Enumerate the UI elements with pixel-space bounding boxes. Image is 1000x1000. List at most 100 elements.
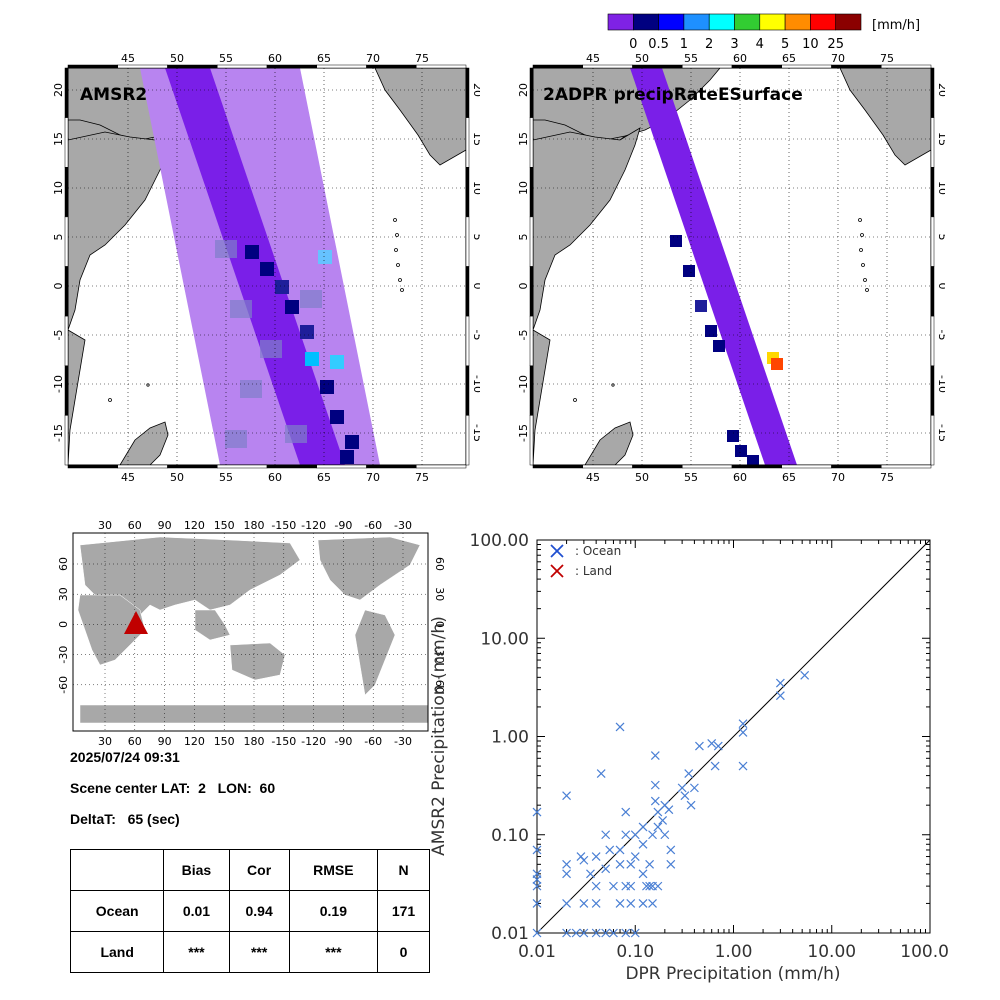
lon-tick-label: 55 (684, 471, 698, 484)
colorbar-swatch (810, 13, 836, 31)
scatter-point (621, 807, 631, 817)
scatter-point (680, 791, 690, 801)
lon-tick-label: 60 (733, 52, 747, 65)
rain-cell (345, 435, 359, 449)
scatter-point (653, 822, 663, 832)
scatter-point (621, 830, 631, 840)
scatter-point (615, 859, 625, 869)
stats-cell: Ocean (69, 890, 165, 932)
scatter-point (638, 822, 648, 832)
lon-tick-label: 55 (219, 52, 233, 65)
colorbar-swatch (784, 13, 811, 31)
colorbar-unit: [mm/h] (872, 18, 920, 33)
rain-cell (330, 355, 344, 369)
x-tick-label: 1.00 (715, 942, 753, 962)
world-lon-tick-label: 150 (214, 519, 235, 532)
lon-tick-label: 75 (415, 471, 429, 484)
rain-cell (305, 352, 319, 366)
rain-cell (330, 410, 344, 424)
somalia-land (533, 127, 641, 331)
one-to-one-line (536, 539, 931, 934)
dpr-title: 2ADPR precipRateESurface (543, 85, 803, 105)
colorbar-tick-label: 0 (629, 37, 637, 52)
world-lon-tick-label: -120 (301, 735, 326, 745)
lat-tick-label: 10 (471, 181, 480, 195)
scatter-point (601, 864, 611, 874)
scatter-point (689, 783, 699, 793)
stats-cell: 171 (377, 890, 430, 932)
scatter-point (775, 691, 785, 701)
scatter-point (660, 830, 670, 840)
y-tick-label: 1.00 (491, 728, 529, 748)
east-africa-land (533, 329, 551, 465)
world-lon-tick-label: 90 (158, 519, 172, 532)
y-tick-label: 10.00 (480, 629, 529, 649)
rain-cell (735, 445, 747, 457)
colorbar-tick-label: 10 (802, 37, 819, 52)
world-lon-tick-label: 180 (244, 519, 265, 532)
lat-tick-label: 5 (52, 234, 65, 241)
world-lon-tick-label: 30 (98, 735, 112, 745)
maldives-islands (573, 218, 869, 402)
scatter-point (638, 839, 648, 849)
scatter-point (653, 807, 663, 817)
world-lat-tick-label: -60 (57, 676, 70, 694)
world-lat-tick-label: 30 (57, 587, 70, 601)
scatter-point (630, 852, 640, 861)
scatter-plot: 0.01 0.10 1.00 10.00 100.00 0.01 0.10 1.00 10.00… (430, 531, 950, 984)
scatter-point (710, 761, 720, 771)
scatter-point (532, 898, 542, 908)
lat-tick-label: -15 (936, 424, 945, 442)
world-lon-tick-label: -150 (271, 735, 296, 745)
lon-tick-label: 65 (782, 471, 796, 484)
scatter-point (707, 739, 717, 748)
world-lon-tick-label: 90 (158, 735, 172, 745)
lon-tick-label: 65 (317, 471, 331, 484)
stats-row-land: Land *** *** *** 0 (69, 931, 430, 973)
rain-cell (300, 325, 314, 339)
lat-tick-label: 20 (471, 83, 480, 97)
stats-header-cell (69, 849, 165, 891)
world-lon-tick-label: -90 (334, 519, 352, 532)
scatter-point (800, 670, 810, 680)
lat-tick-label: -5 (52, 330, 65, 341)
colorbar-tick-label: 4 (756, 37, 764, 52)
rain-cell (230, 300, 252, 318)
scatter-point (684, 769, 694, 778)
stats-header-cell: RMSE (288, 849, 379, 891)
stats-cell: 0.19 (288, 890, 379, 932)
somalia-land (68, 127, 176, 331)
world-map: 30 30 60 60 90 90 120 120 150 150 180 180 -150 -150 -1… (57, 519, 446, 745)
scatter-point (562, 791, 572, 801)
amsr2-core-swath (165, 68, 345, 465)
rain-cell (705, 325, 717, 337)
scatter-point (775, 678, 785, 688)
scatter-point (658, 815, 668, 825)
scatter-point (650, 780, 660, 790)
lat-tick-label: -5 (471, 330, 480, 341)
world-lon-tick-label: 60 (128, 519, 142, 532)
scatter-point (591, 928, 601, 938)
world-lon-tick-label: 30 (98, 519, 112, 532)
scatter-point (562, 898, 572, 908)
lon-tick-label: 75 (880, 471, 894, 484)
world-lat-tick-label: 60 (57, 557, 70, 571)
rain-cell (285, 425, 307, 443)
scene-datetime: 2025/07/24 09:31 (70, 749, 180, 765)
lon-tick-label: 45 (121, 471, 135, 484)
arabia-land (533, 68, 721, 141)
lat-tick-label: -15 (517, 424, 530, 442)
world-lat-tick-label: 60 (433, 557, 446, 571)
colorbar: 0 0.5 1 2 3 4 5 10 25 [mm/h] (607, 13, 920, 52)
stats-cell: 0.01 (163, 890, 230, 932)
world-lat-tick-label: -30 (57, 646, 70, 664)
lon-tick-label: 45 (586, 471, 600, 484)
india-land (839, 68, 931, 166)
scatter-point (653, 881, 663, 891)
world-lon-tick-label: -30 (394, 519, 412, 532)
lon-tick-label: 70 (366, 471, 380, 484)
y-tick-label: 100.00 (470, 531, 529, 551)
world-lat-tick-label: -60 (433, 676, 446, 694)
colorbar-tick-label: 0.5 (648, 37, 669, 52)
y-tick-label: 0.01 (491, 924, 529, 944)
